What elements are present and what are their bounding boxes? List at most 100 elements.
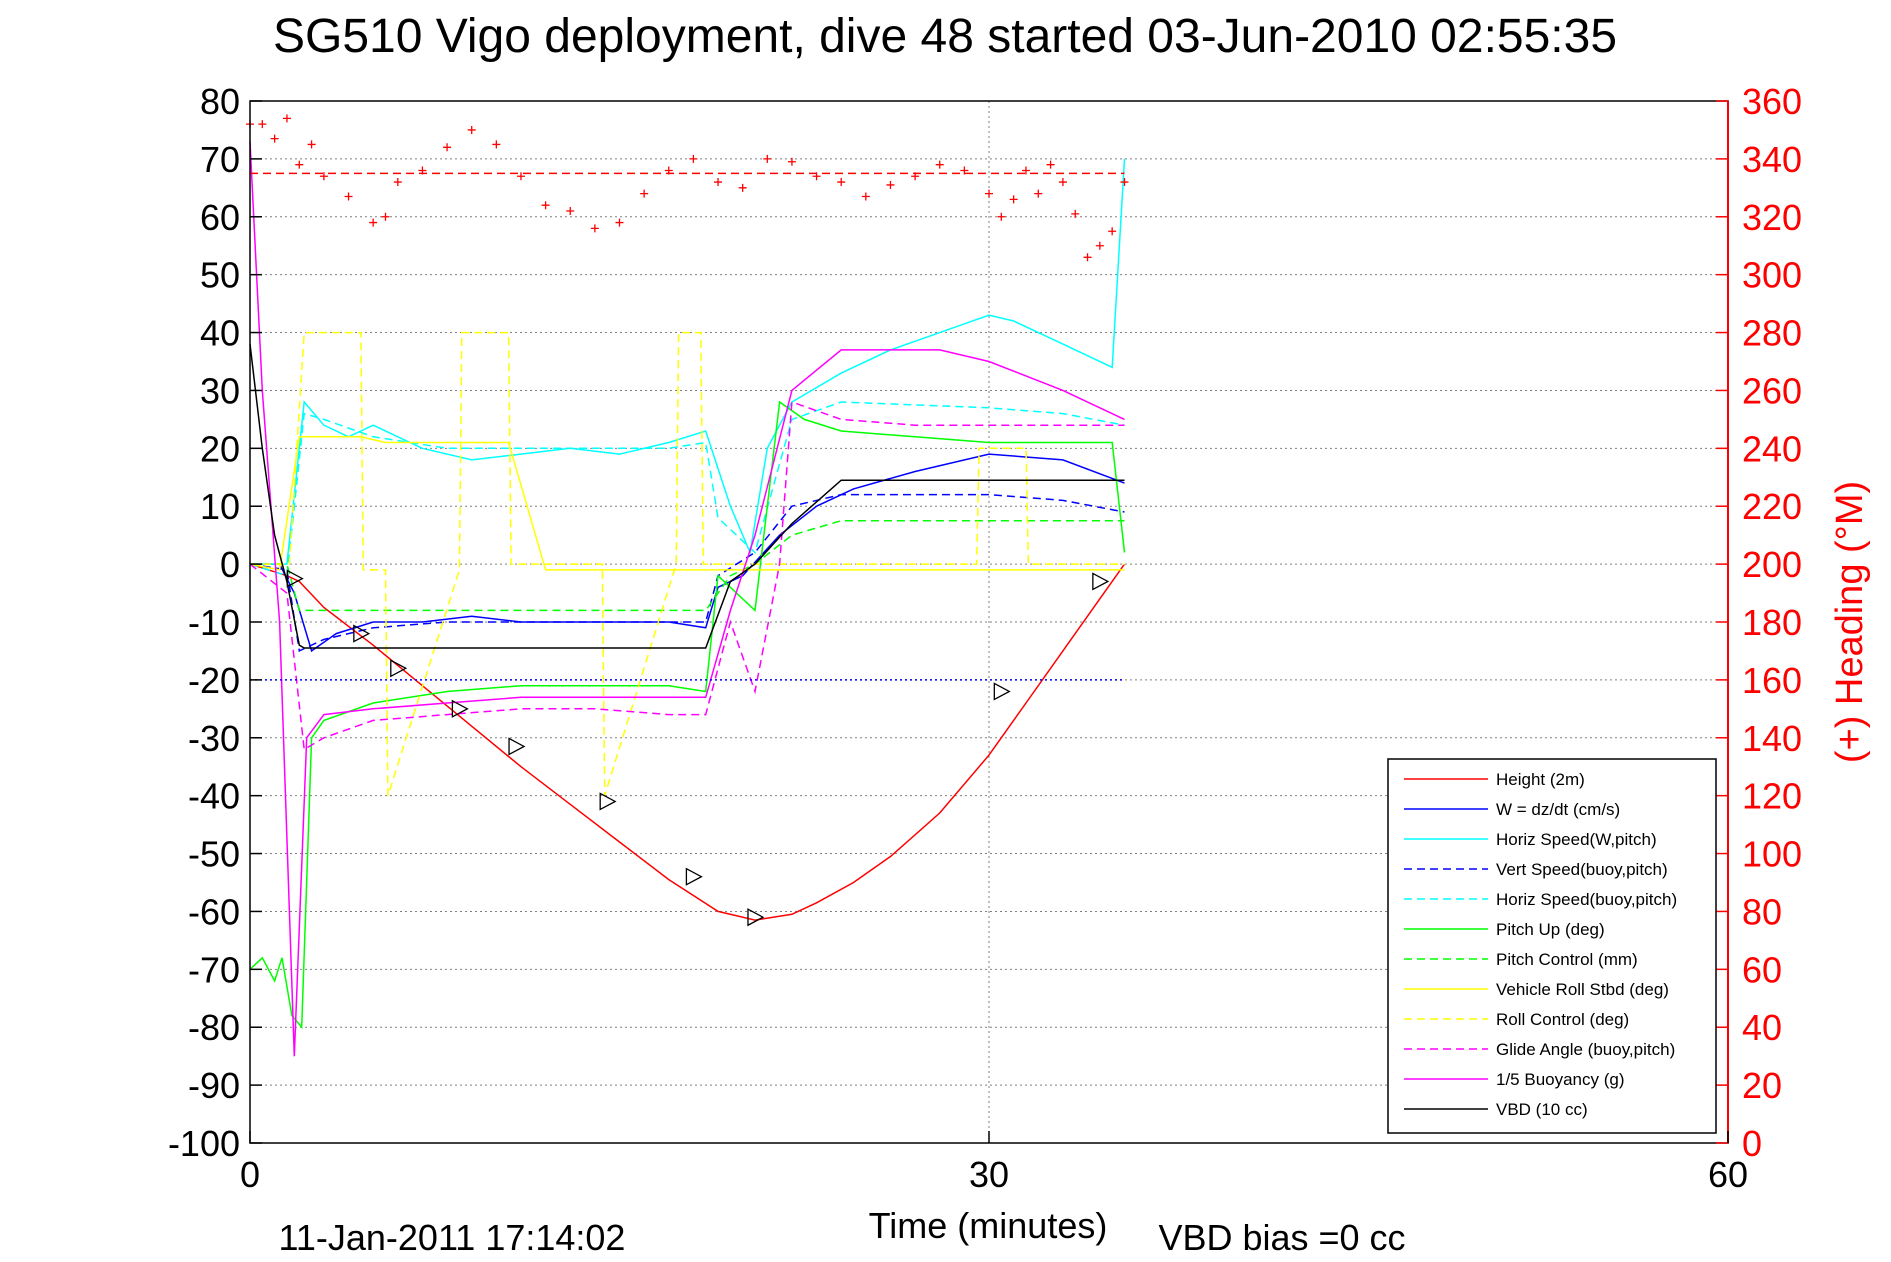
triangle-point — [508, 737, 526, 756]
y-right-tick-label: 0 — [1742, 1123, 1762, 1164]
heading-point — [1009, 195, 1018, 204]
triangle-point — [685, 867, 703, 886]
axis-ticks: 80706050403020100-10-20-30-40-50-60-70-8… — [168, 81, 1802, 1195]
x-tick-label: 30 — [969, 1154, 1009, 1195]
y-right-tick-label: 140 — [1742, 718, 1802, 759]
legend-label: VBD (10 cc) — [1496, 1100, 1588, 1119]
heading-point — [566, 206, 575, 215]
series-1-5-buoyancy-g-line — [249, 141, 1125, 1057]
heading-point — [1071, 209, 1080, 218]
triangle-point — [747, 908, 765, 927]
heading-point — [960, 166, 969, 175]
heading-point — [714, 178, 723, 187]
legend-label: W = dz/dt (cm/s) — [1496, 800, 1620, 819]
heading-point — [1021, 166, 1030, 175]
heading-point — [787, 157, 796, 166]
y-right-tick-label: 300 — [1742, 255, 1802, 296]
heading-point — [307, 140, 316, 149]
y-tick-label: -90 — [188, 1065, 240, 1106]
y-tick-label: 10 — [200, 486, 240, 527]
heading-point — [381, 212, 390, 221]
legend-label: Vehicle Roll Stbd (deg) — [1496, 980, 1669, 999]
y-right-tick-label: 320 — [1742, 197, 1802, 238]
y-tick-label: -50 — [188, 834, 240, 875]
heading-point — [270, 134, 279, 143]
triangle-point — [353, 624, 371, 643]
series-horiz-speed-buoy-pitch-line — [249, 401, 1125, 577]
series-vbd-10-cc-line — [249, 344, 1125, 649]
y-right-tick-label: 220 — [1742, 486, 1802, 527]
y-right-tick-label: 240 — [1742, 428, 1802, 469]
heading-point — [1108, 227, 1117, 236]
heading-point — [861, 192, 870, 201]
legend-box — [1387, 758, 1717, 1134]
y-right-tick-label: 340 — [1742, 139, 1802, 180]
triangle-point — [390, 659, 408, 678]
triangle-point — [993, 682, 1011, 701]
heading-point — [1083, 253, 1092, 262]
timestamp-footer: 11-Jan-2011 17:14:02 — [279, 1217, 626, 1258]
heading-point — [393, 178, 402, 187]
y-right-tick-label: 80 — [1742, 891, 1782, 932]
heading-point — [258, 120, 267, 129]
heading-point — [640, 189, 649, 198]
series-vehicle-roll-stbd-deg-line — [249, 436, 1125, 571]
y-tick-label: 60 — [200, 197, 240, 238]
heading-point — [997, 212, 1006, 221]
heading-point — [689, 154, 698, 163]
y-right-tick-label: 100 — [1742, 834, 1802, 875]
heading-point — [541, 201, 550, 210]
heading-point — [1120, 178, 1129, 187]
y-right-tick-label: 280 — [1742, 313, 1802, 354]
x-axis-label: Time (minutes) — [869, 1205, 1108, 1246]
y-right-tick-label: 160 — [1742, 660, 1802, 701]
heading-point — [492, 140, 501, 149]
legend-label: Roll Control (deg) — [1496, 1010, 1629, 1029]
series-horiz-speed-w-pitch-line — [250, 158, 1126, 565]
triangle-point — [1092, 572, 1110, 591]
triangle-point — [286, 569, 304, 588]
y-tick-label: -40 — [188, 776, 240, 817]
heading-point — [763, 154, 772, 163]
y-tick-label: -30 — [188, 718, 240, 759]
y-right-tick-label: 120 — [1742, 776, 1802, 817]
y-tick-label: 0 — [220, 544, 240, 585]
legend-label: Horiz Speed(buoy,pitch) — [1496, 890, 1677, 909]
y-right-tick-label: 20 — [1742, 1065, 1782, 1106]
heading-point — [443, 143, 452, 152]
heading-point — [516, 172, 525, 181]
y-right-tick-label: 260 — [1742, 370, 1802, 411]
series-height-2m-line — [249, 563, 1126, 921]
y-tick-label: -80 — [188, 1007, 240, 1048]
y-right-tick-label: 200 — [1742, 544, 1802, 585]
legend-label: Horiz Speed(W,pitch) — [1496, 830, 1657, 849]
heading-markers — [246, 114, 1129, 262]
heading-point — [282, 114, 291, 123]
legend-label: Pitch Up (deg) — [1496, 920, 1605, 939]
heading-point — [1095, 241, 1104, 250]
y-right-tick-label: 180 — [1742, 602, 1802, 643]
series-pitch-up-deg-line — [249, 400, 1126, 1030]
legend-label: Glide Angle (buoy,pitch) — [1496, 1040, 1675, 1059]
y-axis-right-label: (+) Heading (°M) — [1829, 481, 1871, 763]
series-glide-angle-buoy-pitch-line — [249, 400, 1125, 751]
series-vert-speed-buoy-pitch-line — [249, 493, 1125, 653]
legend-label: 1/5 Buoyancy (g) — [1496, 1070, 1625, 1089]
legend-label: Vert Speed(buoy,pitch) — [1496, 860, 1668, 879]
y-tick-label: 30 — [200, 370, 240, 411]
heading-point — [319, 172, 328, 181]
x-tick-label: 60 — [1708, 1154, 1748, 1195]
heading-point — [590, 224, 599, 233]
legend: Height (2m) W = dz/dt (cm/s) Horiz Speed(W… — [1387, 758, 1717, 1134]
y-tick-label: 80 — [200, 81, 240, 122]
y-tick-label: -10 — [188, 602, 240, 643]
y-right-tick-label: 360 — [1742, 81, 1802, 122]
chart-title: SG510 Vigo deployment, dive 48 started 0… — [273, 10, 1617, 63]
y-tick-label: -20 — [188, 660, 240, 701]
y-tick-label: 40 — [200, 313, 240, 354]
series-roll-control-deg-line — [250, 331, 1125, 796]
vbd-bias-footer: VBD bias =0 cc — [1158, 1217, 1405, 1258]
y-tick-label: 70 — [200, 139, 240, 180]
y-tick-label: -70 — [188, 949, 240, 990]
y-right-tick-label: 60 — [1742, 949, 1782, 990]
